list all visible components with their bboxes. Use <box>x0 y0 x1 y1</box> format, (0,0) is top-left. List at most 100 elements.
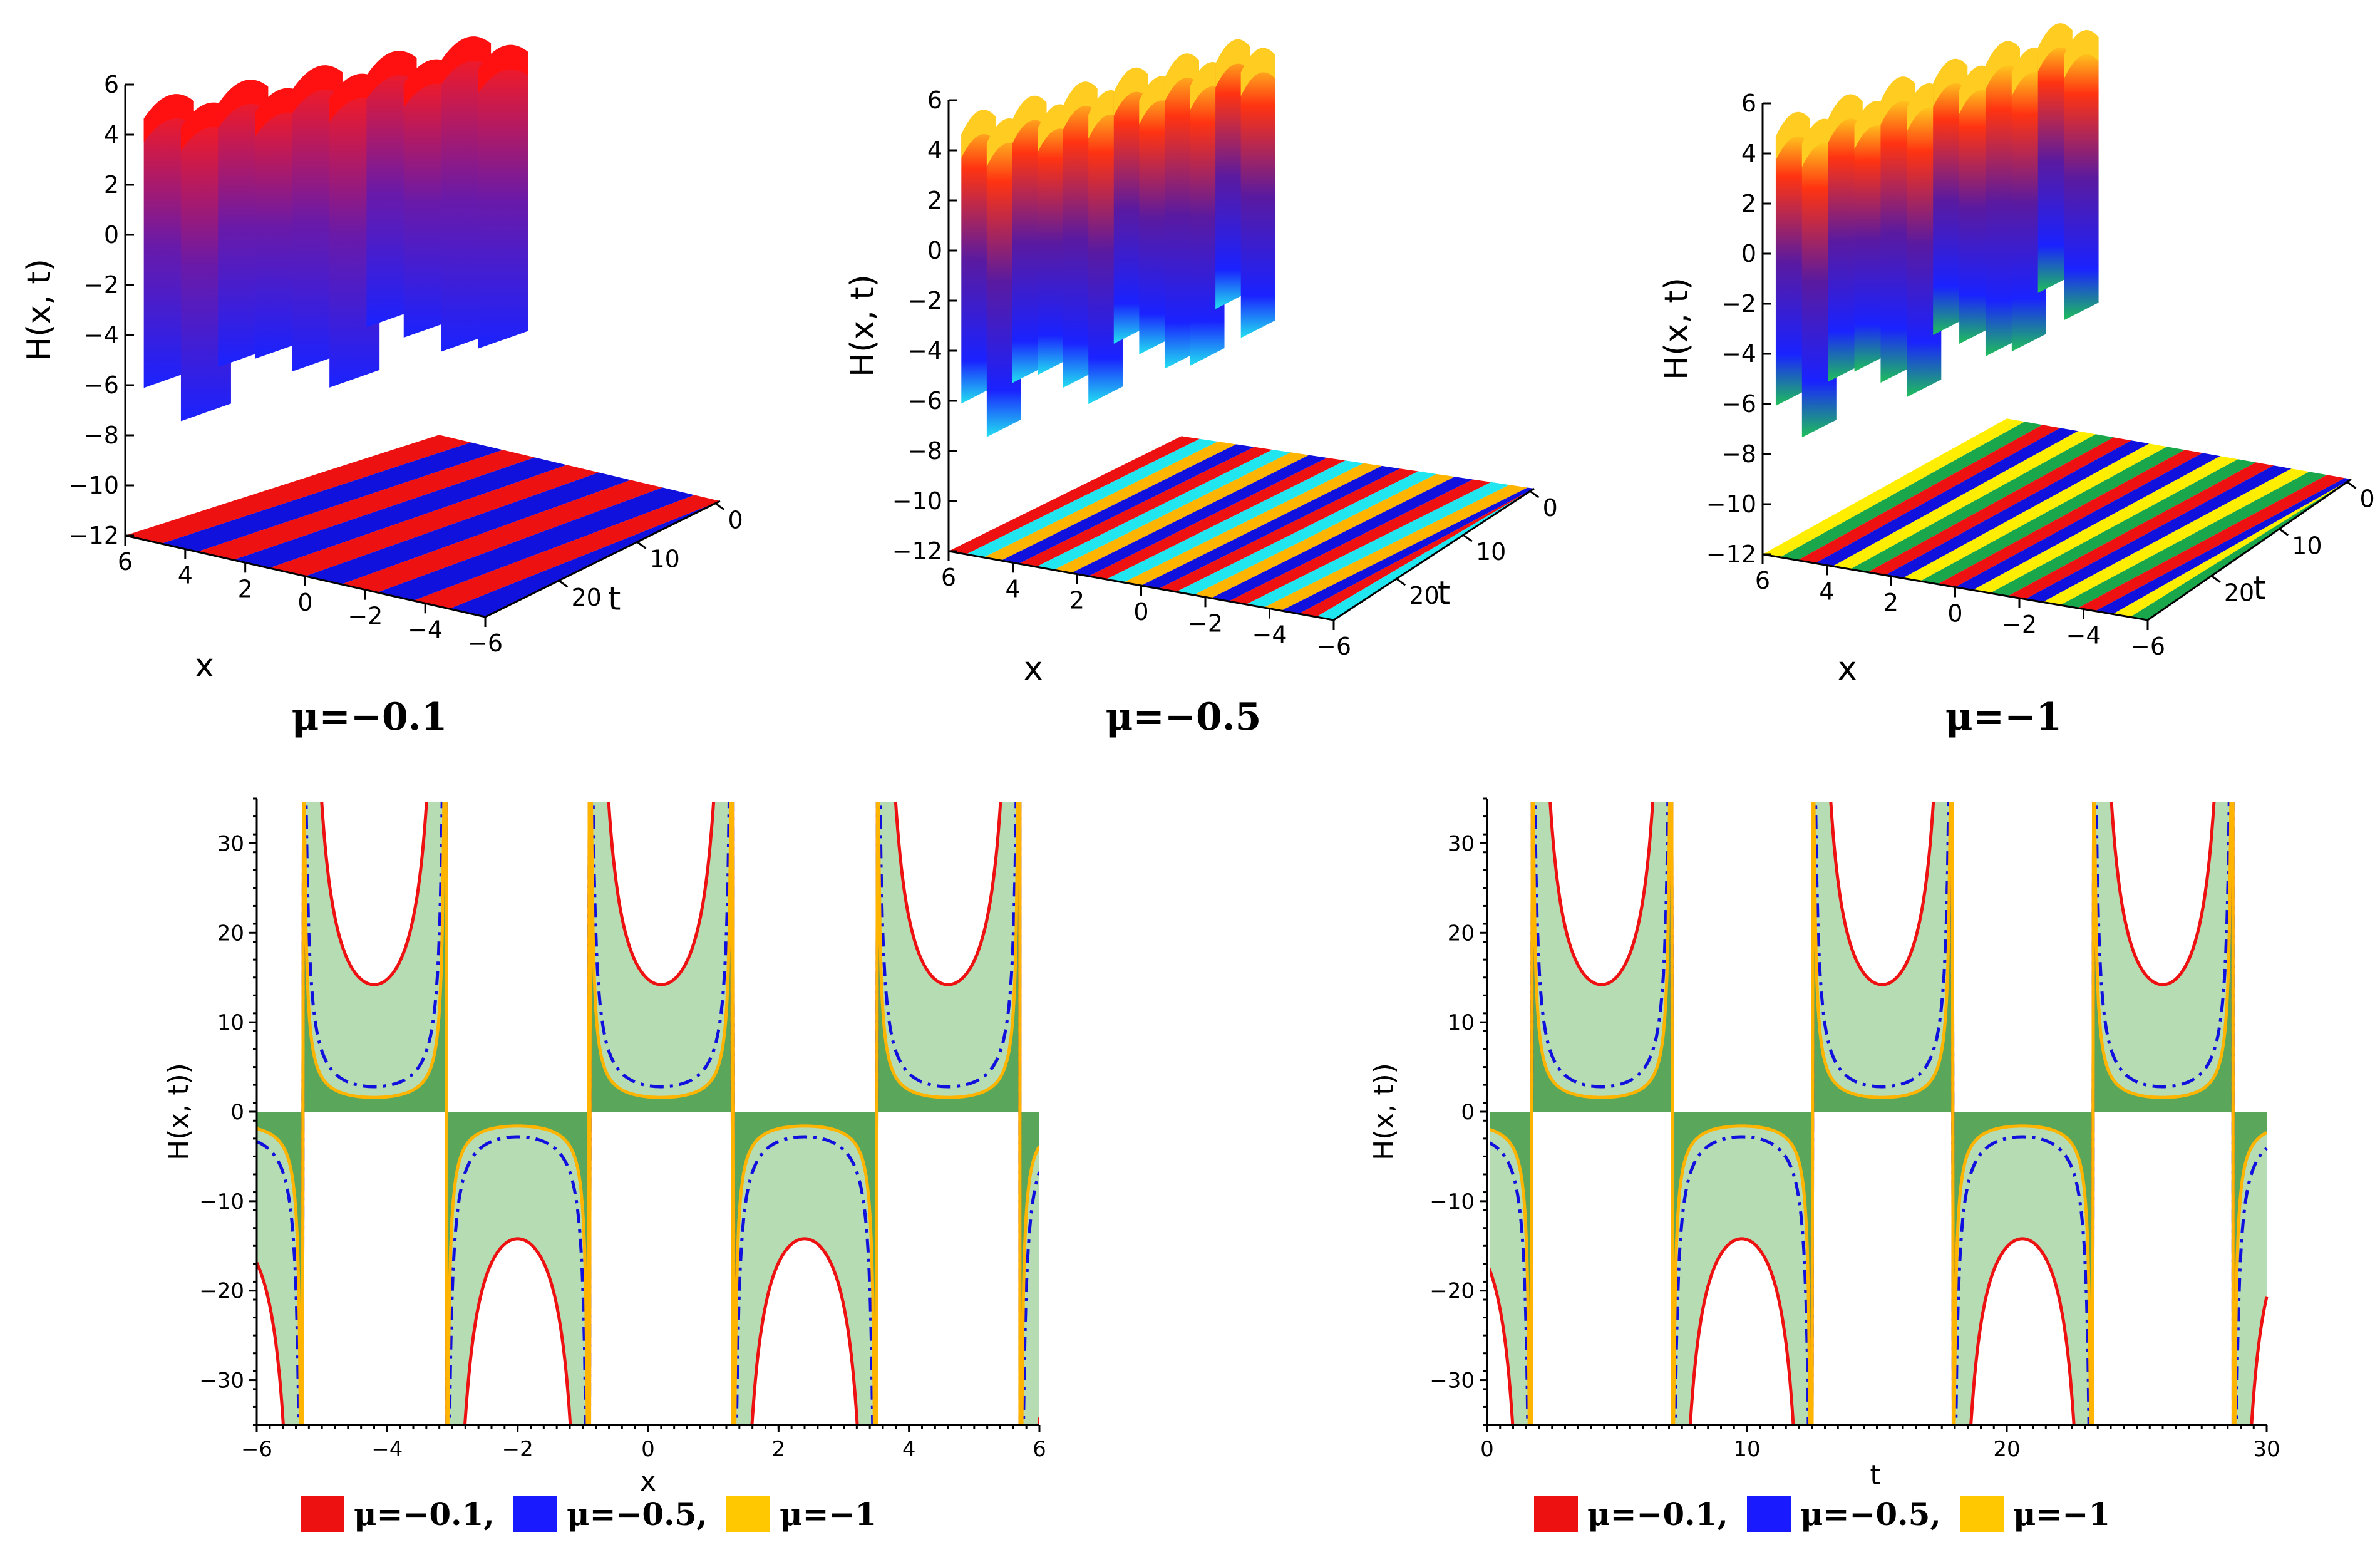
x-tick-label: 6 <box>941 564 956 591</box>
y-tick-label: −10 <box>199 1189 244 1214</box>
floor-stripe <box>1018 447 1273 567</box>
x-tick-label: 0 <box>1133 598 1148 626</box>
series-line-1 <box>1810 802 1950 1425</box>
shaded-band-dark <box>733 802 877 1425</box>
floor-stripe <box>1780 422 2043 561</box>
surface-cap <box>1880 76 1915 125</box>
z-tick-label: 0 <box>927 237 942 264</box>
z-tick-label: 2 <box>1741 190 1756 217</box>
x-tick-label: 0 <box>297 589 312 616</box>
y-tick-label: 0 <box>230 1100 244 1125</box>
x-tick-label: −2 <box>502 1437 533 1462</box>
x-tick-label: 2 <box>238 575 253 603</box>
z-axis-title: H(x, t) <box>21 259 58 361</box>
y-tick-label: 30 <box>1448 831 1475 856</box>
series-line-2 <box>731 802 876 1425</box>
surface-cap <box>1215 39 1250 88</box>
axes: −30 −20 −10 0 10 20 30 0 10 20 30 <box>1430 797 2280 1462</box>
series-line-0 <box>1950 802 2076 1425</box>
z-tick-label: 2 <box>927 187 942 214</box>
z-tick-label: 0 <box>1741 240 1756 267</box>
y-tick-label: −20 <box>199 1279 244 1304</box>
series-line-1 <box>588 802 734 1425</box>
series-line-2 <box>1018 802 1039 1425</box>
surface-cap <box>1801 118 1837 167</box>
t-tick <box>636 541 647 549</box>
t-tick-label: 10 <box>1476 538 1506 566</box>
x-tick-label: −6 <box>2130 633 2165 660</box>
x-tick-label: 6 <box>1033 1437 1046 1462</box>
surface-wall <box>2037 30 2073 293</box>
surface-cap <box>1828 94 1863 143</box>
surface-cap <box>961 110 996 158</box>
t-tick <box>558 579 569 588</box>
floor-stripe <box>1053 452 1309 573</box>
x-tick-label: −4 <box>371 1437 403 1462</box>
z-tick-label: 2 <box>104 171 119 199</box>
shaded-band-light <box>1952 802 2091 1425</box>
floor-stripe <box>449 501 720 617</box>
legend-swatch-red <box>1534 1496 1578 1532</box>
series-line-1 <box>301 802 444 1425</box>
y-tick-label: 20 <box>1448 921 1475 946</box>
caption-mu-0.1: μ=−0.1 <box>292 695 448 739</box>
series-line-1 <box>1670 802 1810 1425</box>
x-axis-title: x <box>1024 650 1043 688</box>
surface-wall <box>2011 54 2046 352</box>
floor-stripe <box>377 487 695 601</box>
shaded-band-light <box>733 802 874 1425</box>
shaded-band-light <box>589 802 733 1425</box>
surface-cap <box>218 80 269 128</box>
shaded-band-light <box>302 802 444 1425</box>
legend-left: μ=−0.1, μ=−0.5, μ=−1 <box>301 1496 877 1533</box>
shaded-band-light <box>446 802 590 1425</box>
x-tick-label: 20 <box>1993 1437 2020 1462</box>
surface-walls <box>961 39 1275 437</box>
floor-stripe <box>2025 465 2292 603</box>
series-line-0 <box>1530 802 1655 1425</box>
surface-wall <box>1240 54 1275 338</box>
floor-stripe <box>1955 453 2220 591</box>
t-tick-label: 10 <box>650 545 680 572</box>
x-tick-label: −4 <box>408 616 443 643</box>
z-tick-label: 0 <box>104 221 119 249</box>
floor-stripe <box>1972 456 2238 594</box>
series-line-1 <box>875 802 1018 1425</box>
floor-stripe <box>1885 440 2150 579</box>
surface-cap <box>1113 67 1148 116</box>
legend-label: μ=−0.1, <box>354 1496 495 1533</box>
series-line-0 <box>2231 802 2269 1425</box>
y-tick-label: 20 <box>217 921 244 946</box>
y-axis-title: H(x, t)) <box>1368 1063 1400 1161</box>
t-tick <box>1529 490 1540 499</box>
series-lines <box>1490 802 2269 1425</box>
z-tick-label: −8 <box>907 437 942 465</box>
x-tick-label: −2 <box>348 603 383 630</box>
shaded-band-light <box>1671 802 1810 1425</box>
surface-cap <box>2011 48 2046 96</box>
t-tick-label: 20 <box>1409 582 1439 609</box>
floor-stripe <box>1106 460 1364 582</box>
t-tick-label: 10 <box>2292 532 2322 560</box>
floor-stripe <box>949 436 1200 554</box>
t-axis-line <box>2147 478 2352 621</box>
x-tick-label: 6 <box>1755 567 1770 594</box>
y-tick-label: 0 <box>1461 1100 1475 1125</box>
surface-cap <box>1933 58 1968 107</box>
contour-floor <box>949 436 1534 620</box>
t-tick-label: 20 <box>572 584 602 611</box>
z-tick-label: −8 <box>84 422 119 449</box>
legend-label: μ=−0.1, <box>1587 1496 1728 1533</box>
z-tick-label: 4 <box>104 121 119 148</box>
surface-wall <box>2064 37 2099 321</box>
legend-label: μ=−1 <box>2013 1496 2110 1533</box>
t-tick <box>2210 575 2221 583</box>
legend-label: μ=−1 <box>780 1496 877 1533</box>
series-line-2 <box>1670 802 1812 1425</box>
floor-stripe <box>1036 449 1291 570</box>
x-axis-title: x <box>640 1466 656 1498</box>
shaded-band-light <box>1490 1129 1530 1425</box>
floor-stripe <box>161 442 503 552</box>
